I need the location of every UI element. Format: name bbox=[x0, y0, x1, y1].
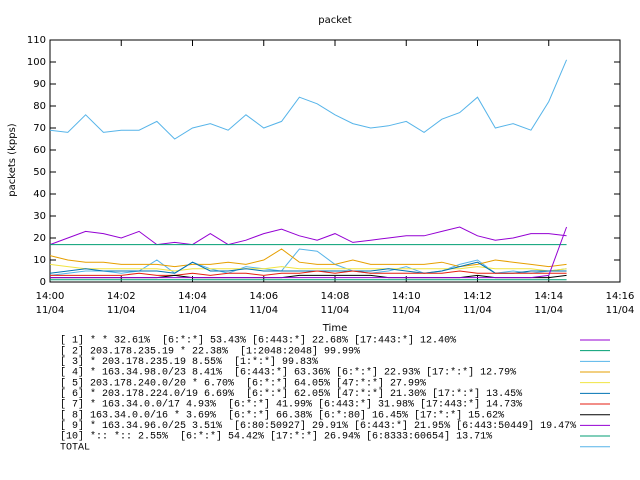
y-tick-label: 30 bbox=[33, 211, 46, 222]
legend-label: [ 3] * 203.178.235.19 8.55% [1:*:*] 99.8… bbox=[60, 356, 318, 368]
legend-label: [ 7] * 163.34.0.0/17 4.93% [6:*:*] 41.99… bbox=[60, 399, 522, 411]
x-tick-label-line: 14:10 bbox=[392, 291, 421, 302]
legend-label: [ 8] 163.34.0.0/16 * 3.69% [6:*:*] 66.38… bbox=[60, 409, 504, 421]
x-tick-label-line: 11/04 bbox=[534, 305, 563, 316]
x-tick-label-line: 11/04 bbox=[249, 305, 278, 316]
x-tick-label-line: 11/04 bbox=[321, 305, 350, 316]
y-tick-label: 80 bbox=[33, 101, 46, 112]
x-tick-label-line: 11/04 bbox=[178, 305, 207, 316]
x-tick-label: 14:00 11/04 bbox=[36, 291, 65, 316]
x-tick-label-line: 14:00 bbox=[36, 291, 65, 302]
y-tick-label: 70 bbox=[33, 123, 46, 134]
x-tick-label-line: 14:14 bbox=[534, 291, 563, 302]
series-line bbox=[50, 226, 568, 279]
y-tick-label: 0 bbox=[40, 277, 46, 288]
x-tick-label: 14:12 11/04 bbox=[463, 291, 492, 316]
x-tick-label: 14:10 11/04 bbox=[392, 291, 421, 316]
x-tick-label: 14:16 11/04 bbox=[606, 291, 635, 316]
x-tick-label-line: 14:16 bbox=[606, 291, 635, 302]
x-tick-label-line: 11/04 bbox=[392, 305, 421, 316]
y-tick-label: 90 bbox=[33, 79, 46, 90]
x-tick-label-line: 14:08 bbox=[321, 291, 350, 302]
x-tick-label-line: 14:04 bbox=[178, 291, 207, 302]
x-tick-label-line: 11/04 bbox=[36, 305, 65, 316]
legend-label: [ 1] * * 32.61% [6:*:*] 53.43% [6:443:*]… bbox=[60, 335, 456, 347]
chart-title: packet bbox=[318, 15, 352, 26]
legend-label: [ 9] * 163.34.96.0/25 3.51% [6:80:50927]… bbox=[60, 420, 576, 432]
x-tick-label-line: 11/04 bbox=[463, 305, 492, 316]
y-tick-label: 60 bbox=[33, 145, 46, 156]
x-tick-label-line: 14:02 bbox=[107, 291, 136, 302]
series-line bbox=[49, 59, 568, 140]
y-tick-label: 100 bbox=[27, 57, 46, 68]
x-tick-label-line: 11/04 bbox=[606, 305, 635, 316]
legend-label: [ 4] * 163.34.98.0/23 8.41% [6:443:*] 63… bbox=[60, 367, 516, 379]
x-tick-label: 14:02 11/04 bbox=[107, 291, 136, 316]
x-tick-label: 14:06 11/04 bbox=[249, 291, 278, 316]
x-tick-label: 14:08 11/04 bbox=[321, 291, 350, 316]
x-tick-label-line: 14:12 bbox=[463, 291, 492, 302]
y-tick-label: 10 bbox=[33, 255, 46, 266]
series-line bbox=[49, 263, 567, 272]
legend-label: [ 6] * 203.178.224.0/19 6.69% [6:*:*] 62… bbox=[60, 388, 522, 400]
y-axis-label: packets (kpps) bbox=[7, 123, 18, 196]
x-tick-label: 14:14 11/04 bbox=[534, 291, 563, 316]
y-tick-label: 110 bbox=[27, 35, 46, 46]
series-line bbox=[49, 226, 567, 246]
y-tick-label: 20 bbox=[33, 233, 46, 244]
x-tick-label-line: 14:06 bbox=[249, 291, 278, 302]
series-line bbox=[49, 261, 567, 274]
x-tick-label: 14:04 11/04 bbox=[178, 291, 207, 316]
y-tick-label: 40 bbox=[33, 189, 46, 200]
legend-label: [10] *:: *:: 2.55% [6:*:*] 54.42% [17:*:… bbox=[60, 431, 492, 443]
legend-label: [ 5] 203.178.240.0/20 * 6.70% [6:*:*] 64… bbox=[60, 377, 426, 389]
series-line bbox=[49, 248, 567, 268]
y-tick-label: 50 bbox=[33, 167, 46, 178]
legend-label: [ 2] 203.178.235.19 * 22.38% [1:2048:204… bbox=[60, 345, 360, 357]
plot-border bbox=[49, 39, 621, 283]
x-tick-label-line: 11/04 bbox=[107, 305, 136, 316]
legend-label: TOTAL bbox=[60, 442, 90, 453]
x-axis-label: Time bbox=[322, 323, 347, 334]
series-line bbox=[50, 270, 567, 276]
